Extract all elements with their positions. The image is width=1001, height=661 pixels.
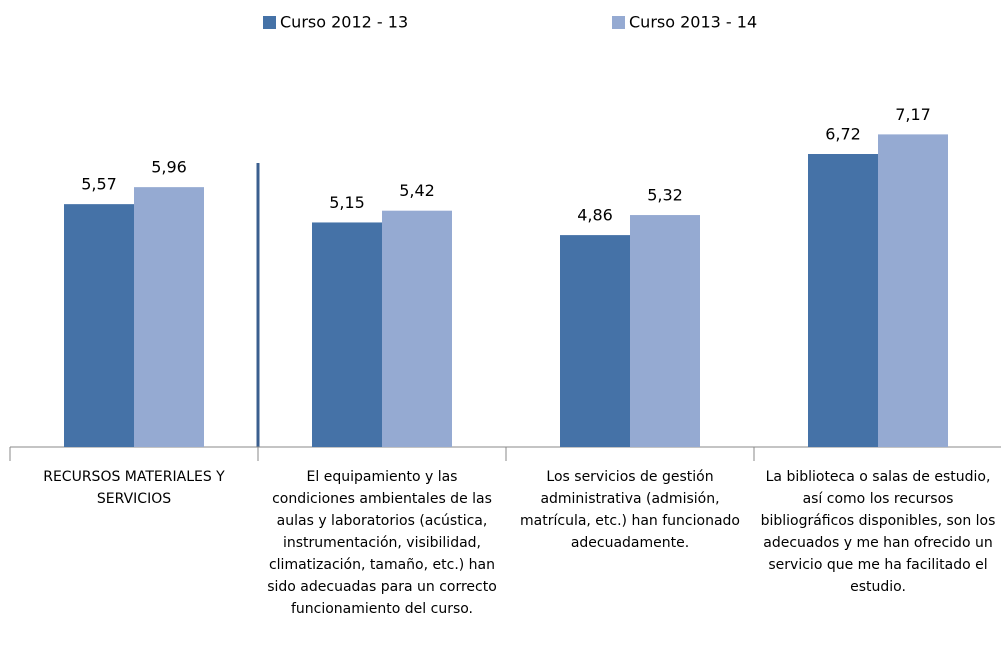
- legend-label: Curso 2012 - 13: [280, 13, 408, 32]
- bar: [134, 187, 204, 448]
- bar: [560, 235, 630, 447]
- data-label: 5,15: [329, 193, 365, 212]
- bar: [630, 215, 700, 447]
- data-label: 5,57: [81, 175, 117, 194]
- bar: [808, 154, 878, 447]
- data-label: 5,32: [647, 186, 683, 205]
- data-label: 6,72: [825, 125, 861, 144]
- bar: [312, 222, 382, 447]
- legend-label: Curso 2013 - 14: [629, 13, 757, 32]
- bar: [878, 134, 948, 447]
- x-tick-label: RECURSOS MATERIALES Y SERVICIOS: [43, 469, 225, 507]
- x-tick-label: Los servicios de gestión administrativa …: [520, 469, 740, 551]
- x-tick-label: La biblioteca o salas de estudio, así co…: [760, 469, 996, 595]
- bar: [382, 210, 452, 447]
- data-label: 5,42: [399, 181, 435, 200]
- bar: [64, 204, 134, 447]
- data-label: 4,86: [577, 206, 613, 225]
- legend-swatch: [612, 16, 625, 29]
- x-tick-label: El equipamiento y las condiciones ambien…: [267, 469, 497, 617]
- data-label: 7,17: [895, 105, 931, 124]
- legend-swatch: [263, 16, 276, 29]
- data-label: 5,96: [151, 158, 187, 177]
